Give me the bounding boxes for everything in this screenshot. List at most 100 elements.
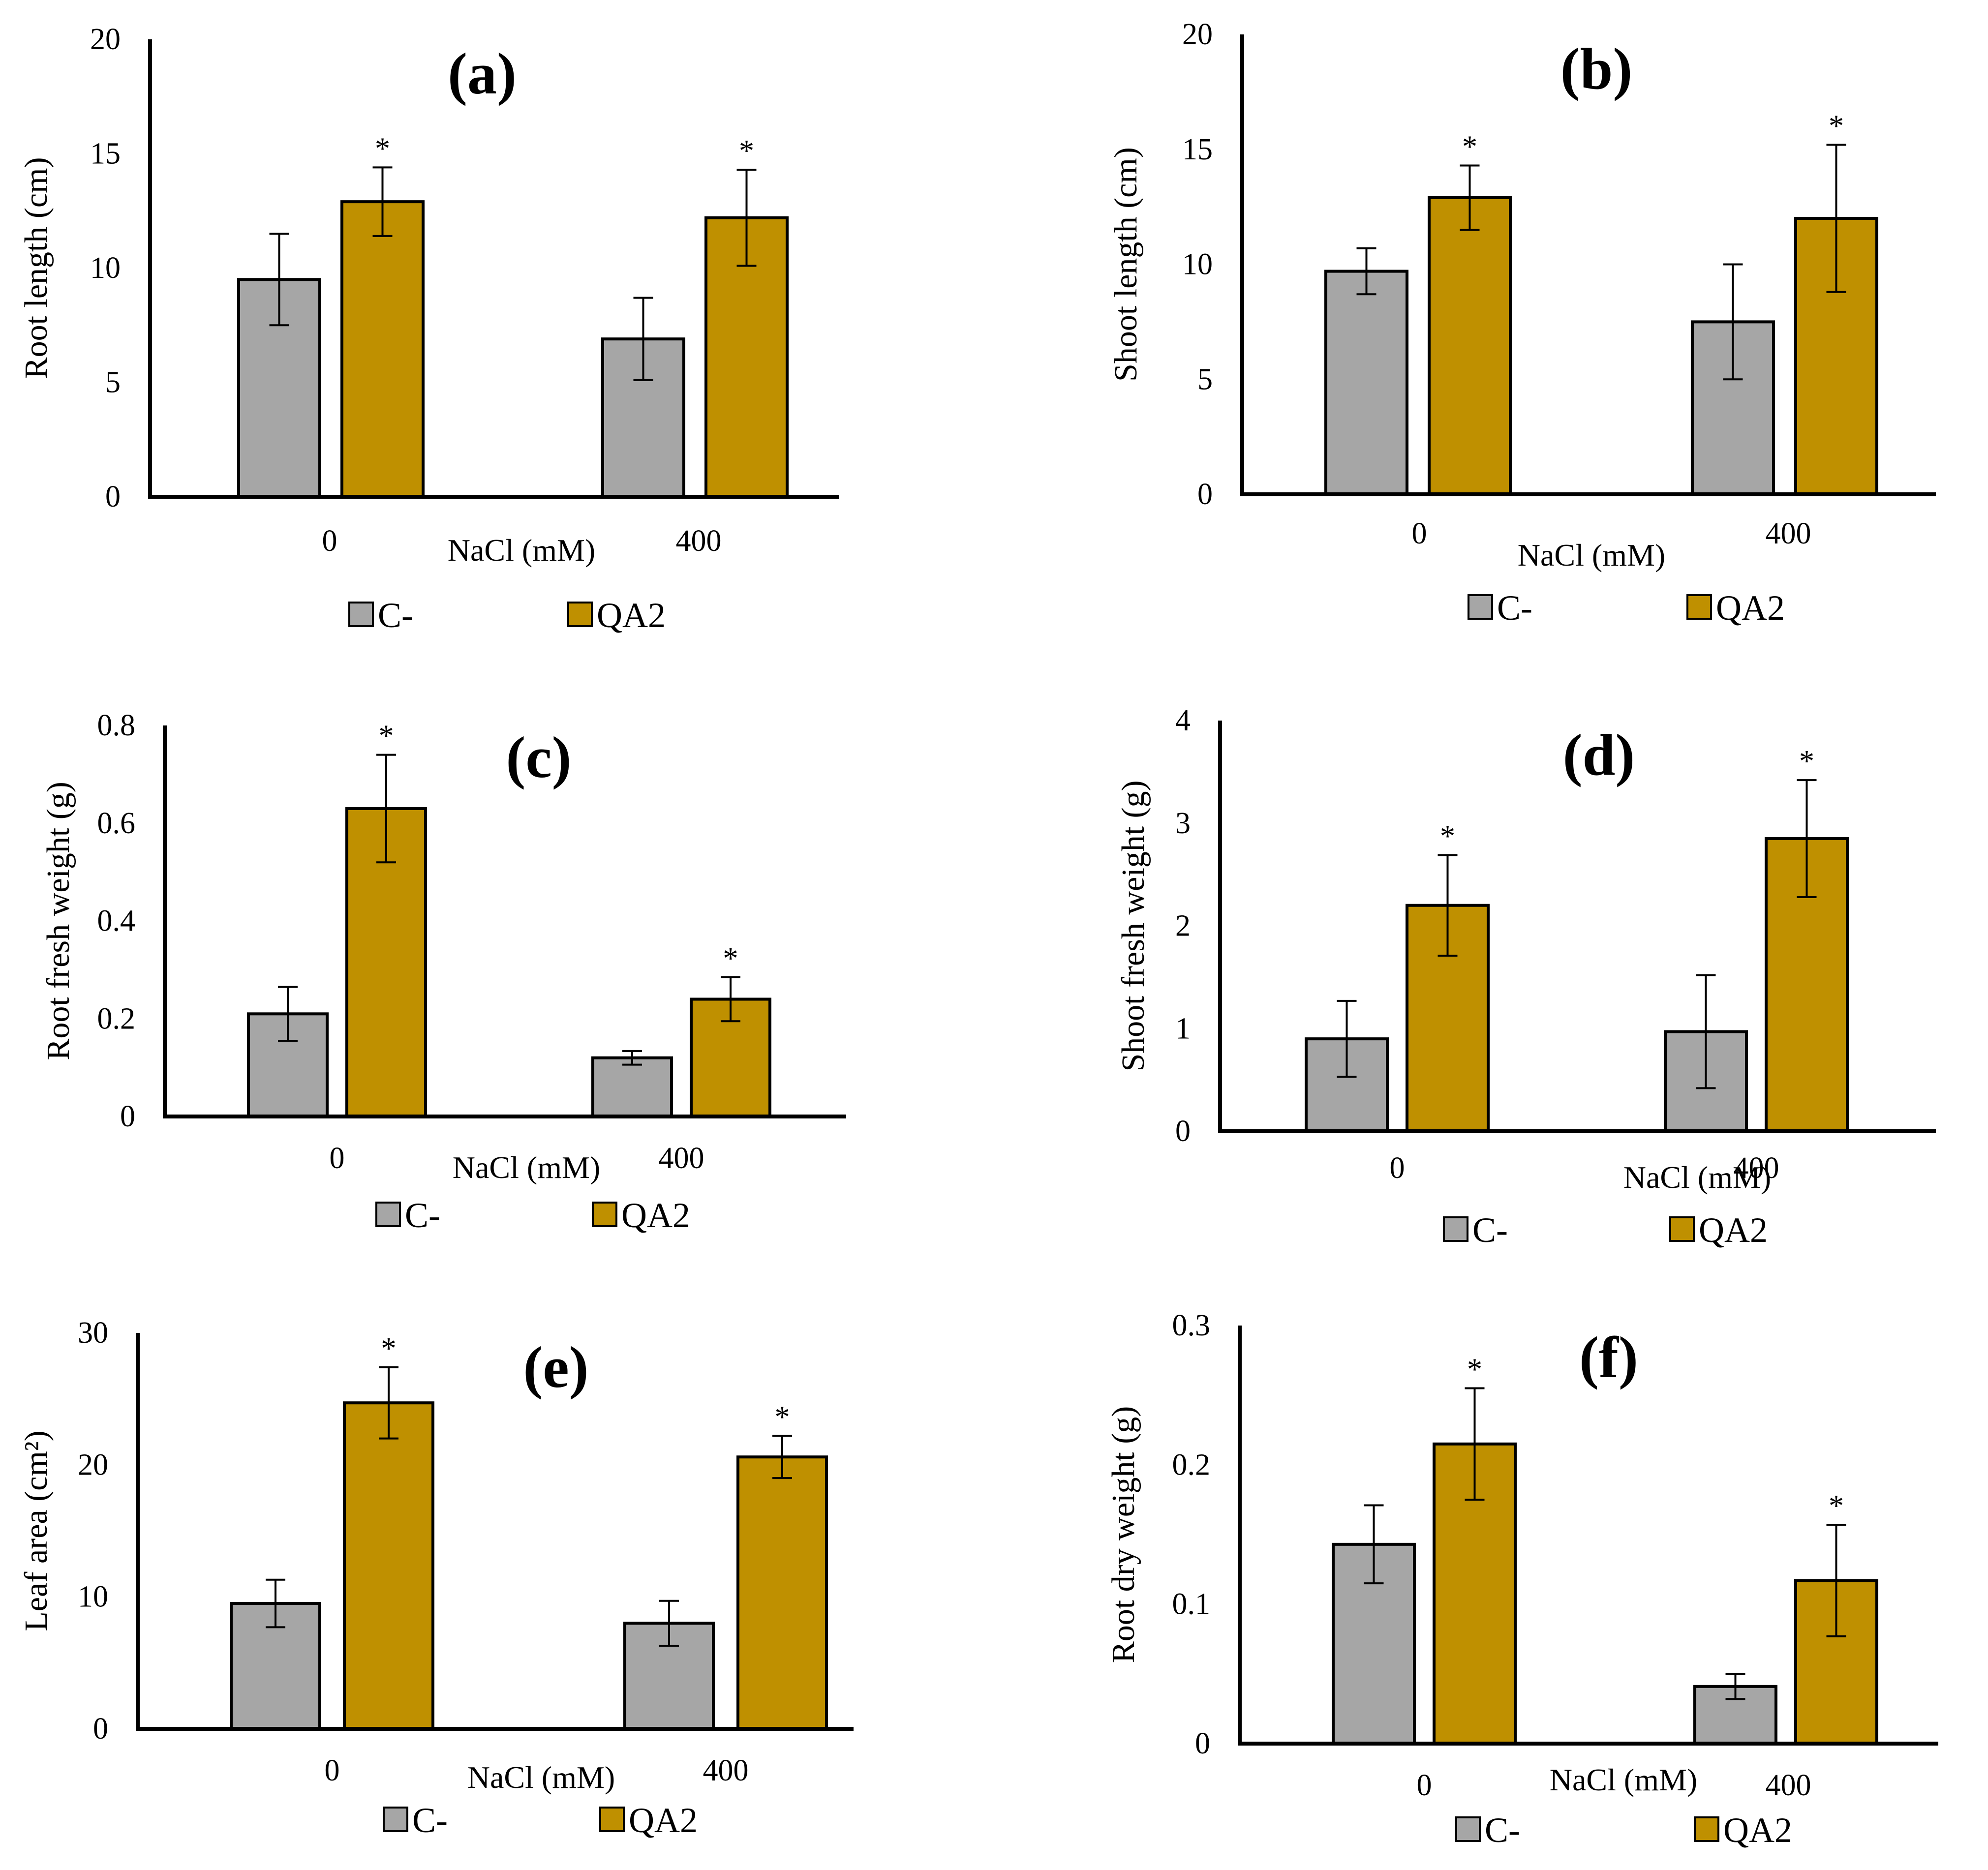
y-tick-label: 0.4 bbox=[97, 905, 136, 938]
legend-swatch bbox=[592, 1202, 617, 1227]
x-tick-label: 0 bbox=[1390, 1151, 1405, 1185]
y-tick-label: 3 bbox=[1175, 807, 1191, 840]
x-tick-label: 400 bbox=[1766, 517, 1811, 550]
y-tick-label: 0.8 bbox=[97, 709, 136, 742]
significance-star: * bbox=[1467, 1353, 1482, 1387]
bar bbox=[1691, 320, 1775, 496]
y-tick-label: 0 bbox=[120, 1100, 135, 1133]
significance-star: * bbox=[1462, 130, 1477, 163]
panel-title: (f) bbox=[1579, 1325, 1638, 1390]
panel-title: (e) bbox=[523, 1334, 588, 1400]
significance-star: * bbox=[375, 132, 390, 165]
y-tick-label: 10 bbox=[90, 251, 121, 285]
legend-swatch bbox=[1443, 1216, 1468, 1242]
bar bbox=[1324, 270, 1408, 496]
x-tick-label: 400 bbox=[1766, 1769, 1811, 1802]
y-tick-label: 15 bbox=[90, 137, 121, 171]
significance-star: * bbox=[381, 1332, 397, 1365]
y-tick-label: 10 bbox=[78, 1580, 108, 1614]
y-tick-label: 15 bbox=[1182, 133, 1213, 166]
bar bbox=[1428, 196, 1512, 496]
chart-panel: (e) 0 10 20 30 Leaf area (cm²) * * 0 400 NaCl (mM)… bbox=[18, 1316, 854, 1840]
legend-label: C- bbox=[1472, 1210, 1508, 1250]
x-axis-label: NaCl (mM) bbox=[453, 1150, 600, 1185]
panel-title: (b) bbox=[1560, 36, 1633, 101]
y-tick-label: 10 bbox=[1182, 248, 1213, 281]
legend-label: C- bbox=[378, 596, 413, 635]
x-tick-label: 400 bbox=[659, 1142, 704, 1175]
x-tick-label: 400 bbox=[1734, 1151, 1779, 1185]
legend-label: C- bbox=[405, 1196, 440, 1235]
panel-title: (c) bbox=[506, 724, 571, 790]
y-tick-label: 0 bbox=[105, 480, 121, 513]
legend-label: C- bbox=[1485, 1810, 1520, 1850]
legend-swatch bbox=[1694, 1816, 1719, 1842]
significance-star: * bbox=[739, 134, 754, 168]
significance-star: * bbox=[723, 942, 738, 975]
y-tick-label: 5 bbox=[1197, 362, 1213, 396]
y-tick-label: 30 bbox=[78, 1316, 108, 1350]
bar bbox=[736, 1455, 828, 1731]
legend-label: QA2 bbox=[1723, 1810, 1792, 1850]
y-axis-label: Shoot fresh weight (g) bbox=[1115, 780, 1151, 1071]
chart-panel: (d) 0 1 2 3 4 Shoot fresh weight (g) * * 0 400NaCl… bbox=[1115, 704, 1936, 1250]
legend-label: QA2 bbox=[597, 596, 666, 635]
bar bbox=[591, 1056, 673, 1118]
chart-panel: (f) 0 0.1 0.2 0.3 Root dry weight (g) * * 0 400 Na… bbox=[1105, 1309, 1938, 1850]
legend-swatch bbox=[383, 1807, 408, 1832]
y-axis-label: Root fresh weight (g) bbox=[40, 782, 76, 1060]
significance-star: * bbox=[1440, 819, 1455, 853]
y-tick-label: 0.3 bbox=[1172, 1309, 1211, 1342]
x-tick-label: 0 bbox=[322, 524, 337, 558]
y-tick-label: 20 bbox=[90, 23, 121, 56]
x-tick-label: 400 bbox=[676, 524, 722, 558]
x-axis-label: NaCl (mM) bbox=[1518, 538, 1665, 573]
x-tick-label: 0 bbox=[1417, 1769, 1432, 1802]
panel-title: (d) bbox=[1563, 722, 1635, 787]
y-tick-label: 0 bbox=[1197, 478, 1213, 511]
legend-swatch bbox=[567, 602, 593, 627]
significance-star: * bbox=[1799, 745, 1814, 778]
bar bbox=[340, 200, 425, 498]
y-axis-label: Root length (cm) bbox=[18, 157, 54, 379]
legend-label: QA2 bbox=[1716, 588, 1785, 628]
y-tick-label: 0 bbox=[1195, 1727, 1210, 1760]
chart-panel: (c) 0 0.2 0.4 0.6 0.8 Root fresh weight (g) * * 0… bbox=[40, 709, 846, 1235]
y-tick-label: 0.2 bbox=[1172, 1448, 1211, 1481]
x-axis-label: NaCl (mM) bbox=[448, 533, 595, 568]
chart-panel: (a) 0 5 10 15 20 Root length (cm) * * 0 400 NaCl (m… bbox=[18, 23, 839, 635]
x-axis-label: NaCl (mM) bbox=[1550, 1762, 1697, 1797]
y-tick-label: 20 bbox=[78, 1448, 108, 1481]
chart-panel: (b) 0 5 10 15 20 Shoot length (cm) * * 0 400 NaCl (… bbox=[1108, 18, 1936, 628]
significance-star: * bbox=[775, 1400, 790, 1434]
legend-label: QA2 bbox=[1699, 1210, 1768, 1250]
legend-swatch bbox=[1455, 1816, 1481, 1842]
legend-swatch bbox=[348, 602, 374, 627]
y-tick-label: 5 bbox=[105, 366, 121, 399]
y-tick-label: 2 bbox=[1175, 909, 1191, 943]
y-tick-label: 0.6 bbox=[97, 807, 136, 840]
x-tick-label: 0 bbox=[330, 1142, 345, 1175]
y-tick-label: 4 bbox=[1175, 704, 1191, 737]
legend-swatch bbox=[1669, 1216, 1695, 1242]
legend-swatch bbox=[1468, 594, 1493, 620]
x-axis-label: NaCl (mM) bbox=[467, 1760, 615, 1795]
legend-swatch bbox=[1686, 594, 1712, 620]
y-tick-label: 1 bbox=[1175, 1012, 1191, 1045]
y-tick-label: 20 bbox=[1182, 18, 1213, 51]
y-axis-label: Root dry weight (g) bbox=[1105, 1406, 1141, 1663]
legend-swatch bbox=[599, 1807, 625, 1832]
legend-label: QA2 bbox=[621, 1196, 690, 1235]
legend-label: C- bbox=[412, 1801, 448, 1840]
legend-swatch bbox=[375, 1202, 401, 1227]
significance-star: * bbox=[379, 720, 394, 753]
y-tick-label: 0 bbox=[1175, 1115, 1191, 1148]
x-tick-label: 0 bbox=[325, 1754, 340, 1787]
x-tick-label: 0 bbox=[1412, 517, 1427, 550]
bar bbox=[343, 1401, 434, 1730]
legend-label: C- bbox=[1497, 588, 1532, 628]
y-tick-label: 0.2 bbox=[97, 1002, 136, 1035]
panel-title: (a) bbox=[448, 41, 517, 106]
x-tick-label: 400 bbox=[703, 1754, 749, 1787]
